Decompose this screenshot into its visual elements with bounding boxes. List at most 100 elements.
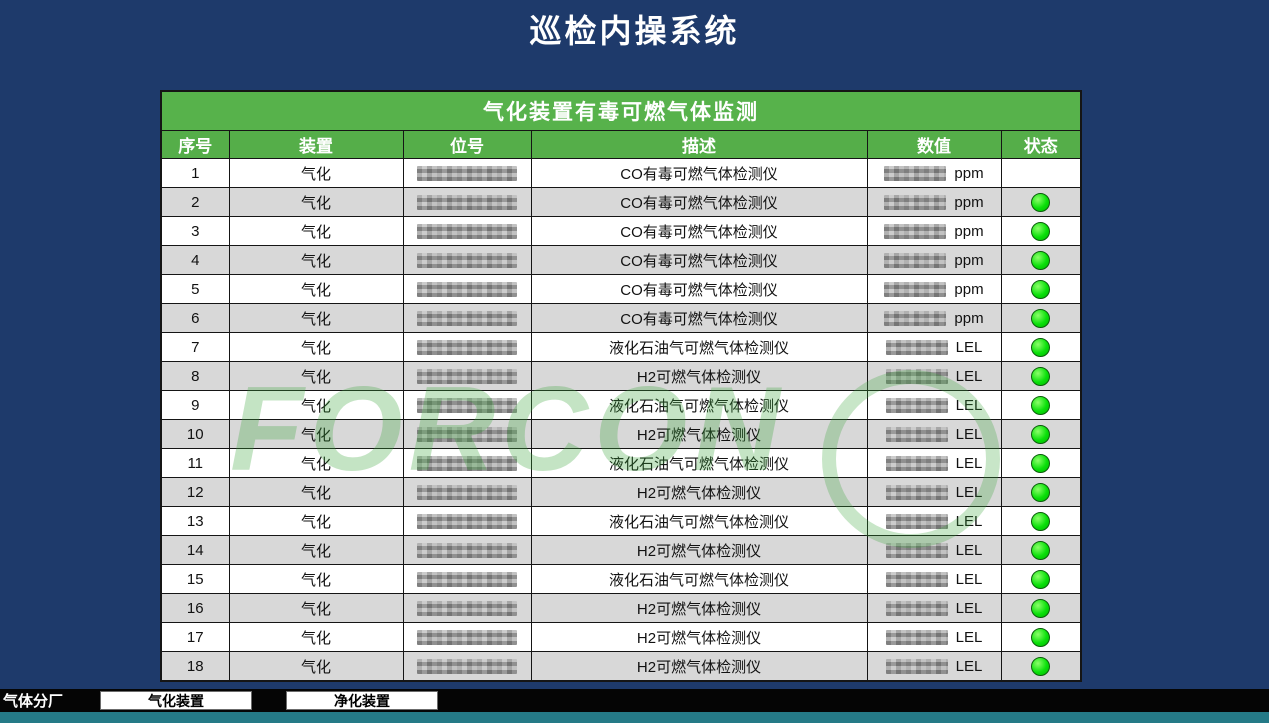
- redacted-value-block: [884, 281, 947, 297]
- redacted-tag-block: [417, 659, 517, 675]
- row-tag: [402, 187, 532, 217]
- row-no: 12: [160, 477, 230, 507]
- row-desc: CO有毒可燃气体检测仪: [530, 274, 868, 304]
- row-value: LEL: [866, 535, 1002, 565]
- table-row: 6 气化 CO有毒可燃气体检测仪 ppm: [160, 303, 1082, 333]
- row-device: 气化: [228, 216, 404, 246]
- redacted-tag-block: [417, 398, 517, 414]
- redacted-tag-block: [417, 601, 517, 617]
- bottom-teal-strip: [0, 712, 1269, 723]
- row-status: [1000, 245, 1082, 275]
- row-status: [1000, 390, 1082, 420]
- row-no: 13: [160, 506, 230, 536]
- row-desc: CO有毒可燃气体检测仪: [530, 187, 868, 217]
- status-indicator: [1031, 279, 1051, 299]
- row-unit: LEL: [955, 657, 983, 675]
- table-row: 18 气化 H2可燃气体检测仪 LEL: [160, 651, 1082, 682]
- row-value: LEL: [866, 361, 1002, 391]
- row-unit: ppm: [954, 222, 984, 240]
- gasification-unit-button[interactable]: 气化装置: [100, 691, 252, 710]
- row-desc: 液化石油气可燃气体检测仪: [530, 506, 868, 536]
- row-unit: LEL: [955, 570, 983, 588]
- row-no: 6: [160, 303, 230, 333]
- purification-unit-button[interactable]: 净化装置: [286, 691, 438, 710]
- row-unit: LEL: [955, 425, 983, 443]
- table-title-row: 气化装置有毒可燃气体监测: [160, 90, 1082, 131]
- redacted-value-block: [885, 658, 948, 674]
- table-row: 1 气化 CO有毒可燃气体检测仪 ppm: [160, 158, 1082, 188]
- status-indicator: [1031, 656, 1051, 676]
- row-desc: CO有毒可燃气体检测仪: [530, 216, 868, 246]
- redacted-value-block: [885, 513, 948, 529]
- redacted-value-block: [884, 252, 947, 268]
- col-header-device: 装置: [228, 130, 404, 159]
- row-no: 5: [160, 274, 230, 304]
- row-tag: [402, 216, 532, 246]
- redacted-value-block: [884, 223, 947, 239]
- col-header-desc: 描述: [530, 130, 868, 159]
- row-tag: [402, 622, 532, 652]
- row-status: [1000, 477, 1082, 507]
- redacted-tag-block: [417, 572, 517, 588]
- redacted-value-block: [885, 426, 948, 442]
- row-device: 气化: [228, 535, 404, 565]
- redacted-tag-block: [417, 630, 517, 646]
- status-indicator: [1031, 424, 1051, 444]
- table-row: 17 气化 H2可燃气体检测仪 LEL: [160, 622, 1082, 652]
- row-device: 气化: [228, 303, 404, 333]
- col-header-status: 状态: [1000, 130, 1082, 159]
- row-device: 气化: [228, 390, 404, 420]
- row-tag: [402, 593, 532, 623]
- status-indicator: [1031, 598, 1051, 618]
- row-no: 18: [160, 651, 230, 682]
- redacted-tag-block: [417, 195, 517, 211]
- page-title: 巡检内操系统: [529, 13, 740, 49]
- status-indicator: [1031, 395, 1051, 415]
- column-header-row: 序号 装置 位号 描述 数值 状态: [160, 130, 1082, 159]
- row-unit: LEL: [955, 338, 983, 356]
- row-device: 气化: [228, 419, 404, 449]
- row-desc: CO有毒可燃气体检测仪: [530, 158, 868, 188]
- row-no: 10: [160, 419, 230, 449]
- status-indicator: [1031, 482, 1051, 502]
- row-device: 气化: [228, 448, 404, 478]
- row-tag: [402, 419, 532, 449]
- row-value: LEL: [866, 593, 1002, 623]
- row-device: 气化: [228, 506, 404, 536]
- table-row: 13 气化 液化石油气可燃气体检测仪 LEL: [160, 506, 1082, 536]
- table-row: 16 气化 H2可燃气体检测仪 LEL: [160, 593, 1082, 623]
- row-status: [1000, 593, 1082, 623]
- row-status: [1000, 361, 1082, 391]
- row-tag: [402, 535, 532, 565]
- row-unit: LEL: [955, 541, 983, 559]
- row-desc: H2可燃气体检测仪: [530, 622, 868, 652]
- table-row: 5 气化 CO有毒可燃气体检测仪 ppm: [160, 274, 1082, 304]
- row-value: LEL: [866, 419, 1002, 449]
- col-header-value: 数值: [866, 130, 1002, 159]
- row-status: [1000, 622, 1082, 652]
- row-no: 4: [160, 245, 230, 275]
- row-no: 3: [160, 216, 230, 246]
- row-value: LEL: [866, 477, 1002, 507]
- row-tag: [402, 332, 532, 362]
- row-no: 15: [160, 564, 230, 594]
- row-no: 8: [160, 361, 230, 391]
- row-no: 1: [160, 158, 230, 188]
- redacted-value-block: [885, 542, 948, 558]
- row-device: 气化: [228, 622, 404, 652]
- plant-label: 气体分厂: [3, 693, 64, 710]
- table-row: 11 气化 液化石油气可燃气体检测仪 LEL: [160, 448, 1082, 478]
- redacted-tag-block: [417, 514, 517, 530]
- row-unit: ppm: [954, 251, 984, 269]
- row-unit: LEL: [955, 454, 983, 472]
- row-desc: 液化石油气可燃气体检测仪: [530, 564, 868, 594]
- row-value: ppm: [866, 187, 1002, 217]
- row-status: [1000, 187, 1082, 217]
- row-status: [1000, 158, 1082, 188]
- row-desc: H2可燃气体检测仪: [530, 419, 868, 449]
- row-status: [1000, 419, 1082, 449]
- status-indicator: [1031, 250, 1051, 270]
- col-header-tag: 位号: [402, 130, 532, 159]
- table-row: 14 气化 H2可燃气体检测仪 LEL: [160, 535, 1082, 565]
- row-status: [1000, 651, 1082, 682]
